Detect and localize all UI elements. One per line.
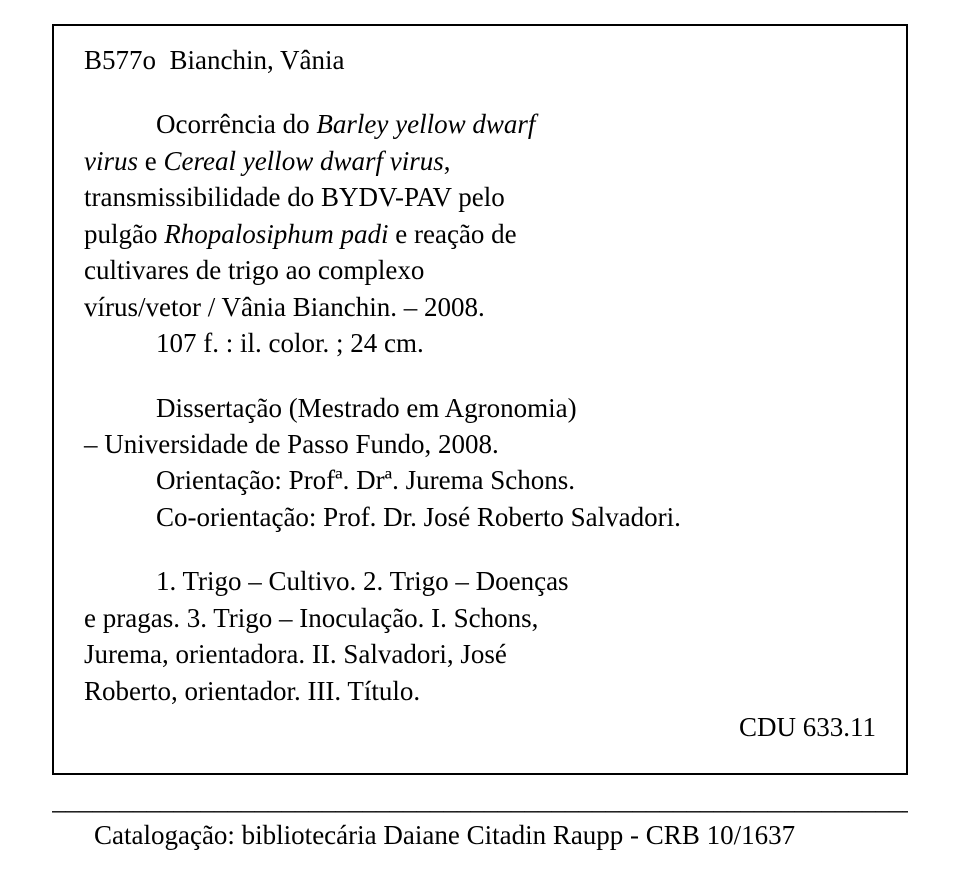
text: Ocorrência do (156, 109, 316, 139)
author-name: Bianchin, Vânia (170, 45, 345, 75)
dissertation-block: Dissertação (Mestrado em Agronomia) – Un… (84, 390, 876, 536)
catalog-card: B577o Bianchin, Vânia Ocorrência do Barl… (52, 24, 908, 775)
text: e (138, 146, 163, 176)
title-line-5: cultivares de trigo ao complexo (84, 252, 876, 288)
text: e reação de (389, 219, 517, 249)
title-italic: virus (84, 146, 138, 176)
title-line-3: transmissibilidade do BYDV-PAV pelo (84, 179, 876, 215)
cdu-code: CDU 633.11 (739, 709, 876, 745)
subj-line-4: Roberto, orientador. III. Título. (84, 673, 876, 709)
cataloguer-line: Catalogação: bibliotecária Daiane Citadi… (52, 820, 908, 851)
title-line-4: pulgão Rhopalosiphum padi e reação de (84, 216, 876, 252)
title-italic: Cereal yellow dwarf virus (163, 146, 443, 176)
title-italic: Rhopalosiphum padi (164, 219, 388, 249)
page: B577o Bianchin, Vânia Ocorrência do Barl… (0, 0, 960, 891)
title-block: Ocorrência do Barley yellow dwarf virus … (84, 106, 876, 361)
title-line-7: 107 f. : il. color. ; 24 cm. (84, 325, 876, 361)
call-number-author-line: B577o Bianchin, Vânia (84, 42, 876, 78)
separator-line: ________________________________________… (52, 785, 908, 816)
diss-line-1: Dissertação (Mestrado em Agronomia) (84, 390, 876, 426)
diss-line-2: – Universidade de Passo Fundo, 2008. (84, 426, 876, 462)
subj-line-2: e pragas. 3. Trigo – Inoculação. I. Scho… (84, 600, 876, 636)
subj-line-1: 1. Trigo – Cultivo. 2. Trigo – Doenças (84, 563, 876, 599)
title-line-1: Ocorrência do Barley yellow dwarf (84, 106, 876, 142)
subjects-block: 1. Trigo – Cultivo. 2. Trigo – Doenças e… (84, 563, 876, 709)
subj-line-3: Jurema, orientadora. II. Salvadori, José (84, 636, 876, 672)
diss-line-3: Orientação: Profª. Drª. Jurema Schons. (84, 462, 876, 498)
cdu-row: CDU 633.11 (84, 709, 876, 745)
diss-line-4: Co-orientação: Prof. Dr. José Roberto Sa… (84, 499, 876, 535)
title-line-2: virus e Cereal yellow dwarf virus, (84, 143, 876, 179)
text: , (444, 146, 451, 176)
title-line-6: vírus/vetor / Vânia Bianchin. – 2008. (84, 289, 876, 325)
call-number: B577o (84, 45, 156, 75)
text: pulgão (84, 219, 164, 249)
title-italic: Barley yellow dwarf (316, 109, 535, 139)
